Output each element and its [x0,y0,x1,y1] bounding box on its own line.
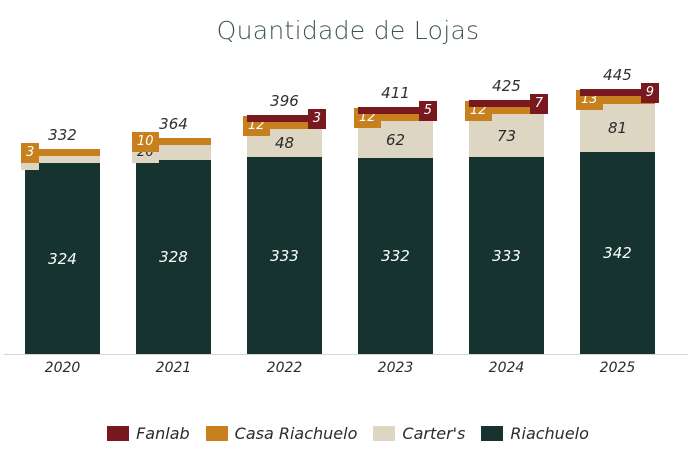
chart-legend: Fanlab Casa Riachuelo Carter's Riachuelo [0,424,696,443]
bar-segment-riachuelo-2024[interactable]: 333 [469,157,544,354]
bar-segment-carter-s-2024[interactable]: 73 [469,114,544,157]
x-axis-label-2024: 2024 [488,360,525,376]
bar-segment-fanlab-2025[interactable]: 9 [580,83,659,103]
bar-total-label-2023: 411 [381,84,410,102]
segment-value-label: 328 [159,248,188,266]
x-axis-label-2023: 2023 [377,360,414,376]
bar-segment-casa-riachuelo-2023[interactable]: 12 [354,108,433,128]
bar-segment-casa-riachuelo-2020[interactable]: 3 [21,143,100,163]
legend-item-riachuelo[interactable]: Riachuelo [481,424,589,443]
bar-stack: 333 48 12 3 [243,109,326,354]
bar-segment-carter-s-2023[interactable]: 62 [358,121,433,158]
bar-group-2020[interactable]: 324 5 3 [21,143,100,354]
segment-value-label: 48 [274,134,295,152]
chart-title: Quantidade de Lojas [216,16,480,45]
bar-stack: 342 81 13 9 [576,83,659,354]
bar-group-2025[interactable]: 342 81 13 9 [576,83,659,354]
legend-swatch-icon [373,426,396,441]
segment-value-label: 333 [492,246,521,265]
plot-area: 324 5 3 332 2020 328 26 10 364 2021 333 48 12 3 396 202… [0,66,696,376]
segment-value-label: 73 [496,126,517,145]
legend-item-carter-s[interactable]: Carter's [373,424,465,443]
segment-value-label: 324 [48,249,77,268]
x-axis-label-2025: 2025 [599,360,636,376]
bar-segment-riachuelo-2020[interactable]: 324 [25,163,100,354]
segment-value-label: 62 [385,130,406,149]
segment-value-label: 333 [270,246,299,265]
bar-segment-riachuelo-2025[interactable]: 342 [580,152,655,354]
bar-segment-riachuelo-2023[interactable]: 332 [358,158,433,354]
legend-swatch-icon [107,426,130,441]
legend-label: Riachuelo [510,424,589,443]
bar-segment-carter-s-2020[interactable]: 5 [21,150,100,170]
bar-segment-riachuelo-2021[interactable]: 328 [136,160,211,354]
bar-total-label-2021: 364 [159,115,188,133]
bar-segment-fanlab-2023[interactable]: 5 [358,101,437,121]
x-axis-label-2020: 2020 [44,360,81,376]
bar-group-2023[interactable]: 332 62 12 5 [354,101,437,354]
legend-swatch-icon [205,426,228,441]
bar-stack: 328 26 10 [132,132,211,354]
bar-group-2022[interactable]: 333 48 12 3 [243,109,326,354]
bar-total-label-2020: 332 [48,126,77,144]
segment-value-label: 342 [603,244,632,262]
bar-segment-fanlab-2022[interactable]: 3 [247,109,326,129]
legend-label: Carter's [402,424,466,443]
x-axis-line [4,354,688,355]
bar-stack: 332 62 12 5 [354,101,437,354]
x-axis-label-2021: 2021 [155,360,192,376]
legend-item-casa-riachuelo[interactable]: Casa Riachuelo [205,424,358,443]
bar-segment-casa-riachuelo-2024[interactable]: 12 [465,101,544,121]
segment-value-label: 332 [381,247,410,265]
bar-segment-carter-s-2021[interactable]: 26 [132,143,211,163]
legend-label: Fanlab [136,424,190,443]
bar-segment-casa-riachuelo-2025[interactable]: 13 [576,90,655,110]
x-axis-label-2022: 2022 [266,360,303,376]
bar-total-label-2025: 445 [603,66,632,84]
bar-group-2024[interactable]: 333 73 12 7 [465,94,548,354]
legend-item-fanlab[interactable]: Fanlab [107,424,190,443]
bar-segment-casa-riachuelo-2021[interactable]: 10 [132,132,211,152]
bar-segment-riachuelo-2022[interactable]: 333 [247,157,322,354]
bar-stack: 333 73 12 7 [465,94,548,354]
segment-value-label: 81 [607,119,628,137]
legend-swatch-icon [481,426,504,441]
bar-group-2021[interactable]: 328 26 10 [132,132,211,354]
bar-segment-carter-s-2025[interactable]: 81 [580,104,655,152]
bar-segment-casa-riachuelo-2022[interactable]: 12 [243,116,322,136]
legend-label: Casa Riachuelo [234,424,358,443]
bar-segment-fanlab-2024[interactable]: 7 [469,94,548,114]
bar-stack: 324 5 3 [21,143,100,354]
bar-total-label-2022: 396 [270,92,299,110]
bar-total-label-2024: 425 [492,77,521,95]
bar-segment-carter-s-2022[interactable]: 48 [247,129,322,157]
